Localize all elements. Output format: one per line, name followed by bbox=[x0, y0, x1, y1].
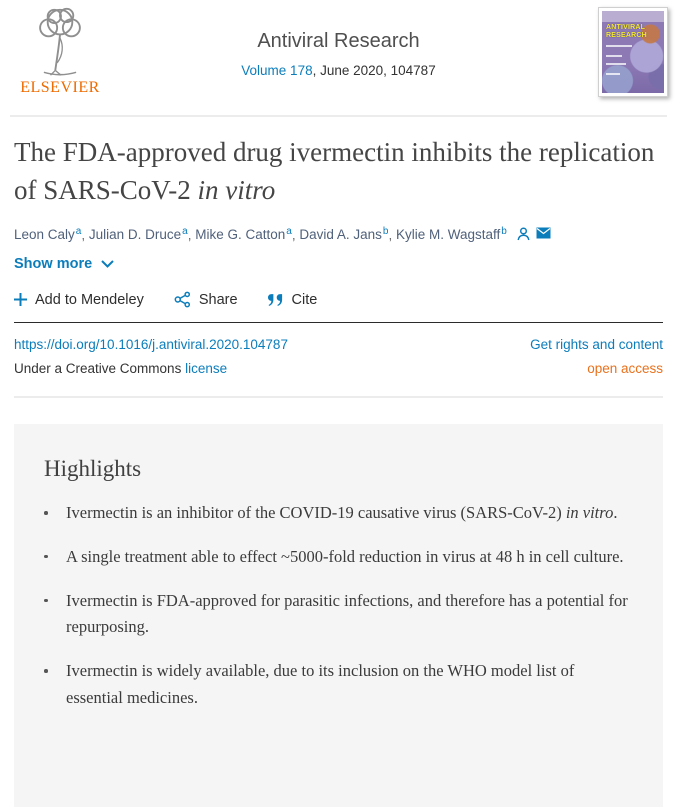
highlight-item: Ivermectin is widely available, due to i… bbox=[44, 658, 633, 711]
author-link[interactable]: Leon Calya bbox=[14, 225, 82, 243]
author-list: Leon Calya, Julian D. Drucea, Mike G. Ca… bbox=[14, 225, 663, 243]
article-main: The FDA-approved drug ivermectin inhibit… bbox=[0, 133, 677, 399]
elsevier-logo[interactable]: ELSEVIER bbox=[14, 6, 106, 97]
author-link[interactable]: Mike G. Cattona bbox=[195, 225, 292, 243]
license-text: Under a Creative Commons license bbox=[14, 361, 228, 377]
journal-title-link[interactable]: Antiviral Research bbox=[257, 30, 420, 52]
highlights-list: Ivermectin is an inhibitor of the COVID-… bbox=[44, 500, 633, 711]
open-access-badge: open access bbox=[587, 361, 663, 377]
doi-link[interactable]: https://doi.org/10.1016/j.antiviral.2020… bbox=[14, 337, 288, 353]
highlights-heading: Highlights bbox=[44, 456, 142, 482]
cover-text-line bbox=[606, 55, 622, 57]
email-envelope-icon[interactable] bbox=[536, 227, 551, 239]
elsevier-wordmark: ELSEVIER bbox=[20, 79, 100, 96]
journal-cover-thumbnail[interactable]: ANTIVIRAL RESEARCH bbox=[598, 7, 668, 97]
issue-date-text: , June 2020, 104787 bbox=[312, 63, 436, 78]
quote-icon bbox=[267, 293, 282, 306]
article-title: The FDA-approved drug ivermectin inhibit… bbox=[14, 137, 655, 206]
chevron-down-icon bbox=[101, 260, 114, 269]
action-bar: Add to Mendeley Share Cite bbox=[14, 291, 663, 308]
volume-link[interactable]: Volume 178 bbox=[241, 63, 313, 78]
highlight-item: Ivermectin is an inhibitor of the COVID-… bbox=[44, 500, 633, 527]
license-link[interactable]: license bbox=[185, 361, 228, 377]
title-block-divider bbox=[14, 322, 663, 324]
share-button[interactable]: Share bbox=[174, 291, 238, 308]
bullet-dot bbox=[44, 500, 66, 527]
cover-text-line bbox=[606, 45, 632, 47]
journal-header: ELSEVIER Antiviral Research Volume 178, … bbox=[0, 0, 677, 117]
journal-cover-art: ANTIVIRAL RESEARCH bbox=[602, 11, 664, 93]
bullet-dot bbox=[44, 658, 66, 711]
plus-icon bbox=[14, 293, 27, 307]
get-rights-link[interactable]: Get rights and content bbox=[530, 337, 663, 353]
doi-row: https://doi.org/10.1016/j.antiviral.2020… bbox=[14, 323, 663, 352]
abstract-divider bbox=[14, 396, 663, 399]
journal-meta: Antiviral Research Volume 178, June 2020… bbox=[0, 30, 677, 78]
share-icon bbox=[174, 291, 190, 308]
bullet-dot bbox=[44, 588, 66, 641]
journal-issue: Volume 178, June 2020, 104787 bbox=[0, 63, 677, 78]
author-link[interactable]: David A. Jansb bbox=[299, 225, 389, 243]
author-link[interactable]: Kylie M. Wagstaffb bbox=[395, 225, 507, 243]
license-row: Under a Creative Commons license open ac… bbox=[14, 361, 663, 376]
elsevier-tree-icon bbox=[14, 6, 106, 78]
cover-text-line bbox=[606, 73, 620, 75]
add-to-mendeley-button[interactable]: Add to Mendeley bbox=[14, 292, 144, 308]
cover-title: ANTIVIRAL RESEARCH bbox=[606, 24, 647, 39]
highlights-section: Highlights Ivermectin is an inhibitor of… bbox=[14, 424, 663, 807]
cite-button[interactable]: Cite bbox=[267, 292, 317, 308]
author-link[interactable]: Julian D. Drucea bbox=[88, 225, 188, 243]
highlight-item: A single treatment able to effect ~5000-… bbox=[44, 544, 633, 571]
highlight-item: Ivermectin is FDA-approved for parasitic… bbox=[44, 588, 633, 641]
author-profile-icon[interactable] bbox=[517, 227, 530, 241]
cover-text-line bbox=[606, 63, 626, 65]
bullet-dot bbox=[44, 544, 66, 571]
show-more-button[interactable]: Show more bbox=[14, 256, 114, 272]
header-divider bbox=[10, 115, 667, 117]
